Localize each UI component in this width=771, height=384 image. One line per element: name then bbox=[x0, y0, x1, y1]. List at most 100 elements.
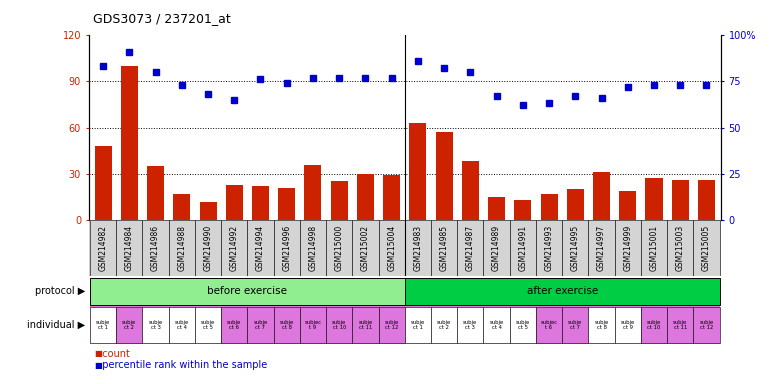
Bar bbox=[510, 220, 536, 276]
Bar bbox=[641, 307, 667, 343]
Bar bbox=[274, 220, 300, 276]
Text: GSM214987: GSM214987 bbox=[466, 225, 475, 271]
Text: subje
ct 7: subje ct 7 bbox=[568, 319, 582, 330]
Text: GSM214985: GSM214985 bbox=[439, 225, 449, 271]
Bar bbox=[614, 220, 641, 276]
Text: subje
ct 5: subje ct 5 bbox=[516, 319, 530, 330]
Bar bbox=[90, 278, 405, 305]
Text: subje
ct 12: subje ct 12 bbox=[385, 319, 399, 330]
Bar bbox=[405, 278, 719, 305]
Text: subje
ct 2: subje ct 2 bbox=[437, 319, 451, 330]
Text: subje
ct 9: subje ct 9 bbox=[621, 319, 635, 330]
Bar bbox=[593, 172, 610, 220]
Text: subje
ct 5: subje ct 5 bbox=[201, 319, 215, 330]
Text: subje
ct 4: subje ct 4 bbox=[175, 319, 189, 330]
Bar bbox=[567, 189, 584, 220]
Bar bbox=[383, 175, 400, 220]
Bar bbox=[405, 220, 431, 276]
Bar bbox=[483, 307, 510, 343]
Bar bbox=[169, 307, 195, 343]
Bar bbox=[173, 194, 190, 220]
Bar bbox=[693, 220, 719, 276]
Bar bbox=[379, 307, 405, 343]
Text: individual ▶: individual ▶ bbox=[27, 320, 85, 330]
Bar bbox=[221, 307, 247, 343]
Bar bbox=[562, 220, 588, 276]
Bar bbox=[195, 220, 221, 276]
Bar bbox=[588, 220, 614, 276]
Bar bbox=[431, 307, 457, 343]
Bar bbox=[483, 220, 510, 276]
Bar bbox=[698, 180, 715, 220]
Text: ■: ■ bbox=[94, 361, 102, 370]
Bar bbox=[300, 307, 326, 343]
Bar bbox=[247, 220, 274, 276]
Bar bbox=[357, 174, 374, 220]
Bar bbox=[614, 307, 641, 343]
Bar bbox=[488, 197, 505, 220]
Text: subje
ct 2: subje ct 2 bbox=[122, 319, 136, 330]
Bar bbox=[510, 307, 536, 343]
Bar bbox=[274, 307, 300, 343]
Bar bbox=[305, 164, 322, 220]
Bar bbox=[641, 220, 667, 276]
Text: GSM214998: GSM214998 bbox=[308, 225, 318, 271]
Text: GSM214986: GSM214986 bbox=[151, 225, 160, 271]
Text: GSM214989: GSM214989 bbox=[492, 225, 501, 271]
Text: before exercise: before exercise bbox=[207, 286, 288, 296]
Text: GSM214988: GSM214988 bbox=[177, 225, 187, 271]
Bar bbox=[116, 307, 143, 343]
Bar bbox=[326, 220, 352, 276]
Text: subje
ct 12: subje ct 12 bbox=[699, 319, 714, 330]
Bar bbox=[300, 220, 326, 276]
Bar bbox=[645, 179, 662, 220]
Bar bbox=[672, 180, 689, 220]
Bar bbox=[95, 146, 112, 220]
Text: subje
ct 3: subje ct 3 bbox=[463, 319, 477, 330]
Bar bbox=[562, 307, 588, 343]
Text: GSM214992: GSM214992 bbox=[230, 225, 239, 271]
Text: subje
ct 8: subje ct 8 bbox=[280, 319, 294, 330]
Text: GSM215004: GSM215004 bbox=[387, 225, 396, 271]
Text: subje
ct 1: subje ct 1 bbox=[411, 319, 425, 330]
Text: subje
ct 11: subje ct 11 bbox=[673, 319, 688, 330]
Bar bbox=[693, 307, 719, 343]
Bar bbox=[278, 188, 295, 220]
Bar bbox=[331, 182, 348, 220]
Bar bbox=[116, 220, 143, 276]
Text: subje
ct 10: subje ct 10 bbox=[647, 319, 661, 330]
Text: GSM214983: GSM214983 bbox=[413, 225, 423, 271]
Text: GSM214993: GSM214993 bbox=[544, 225, 554, 271]
Text: GSM215002: GSM215002 bbox=[361, 225, 370, 271]
Bar bbox=[462, 161, 479, 220]
Text: subjec
t 9: subjec t 9 bbox=[305, 319, 322, 330]
Bar bbox=[436, 132, 453, 220]
Text: subje
ct 7: subje ct 7 bbox=[254, 319, 268, 330]
Bar bbox=[352, 307, 379, 343]
Text: ■: ■ bbox=[94, 349, 102, 358]
Bar bbox=[540, 194, 557, 220]
Bar bbox=[588, 307, 614, 343]
Text: GSM214994: GSM214994 bbox=[256, 225, 265, 271]
Text: subjec
t 6: subjec t 6 bbox=[540, 319, 557, 330]
Bar bbox=[667, 307, 693, 343]
Bar bbox=[143, 220, 169, 276]
Bar bbox=[457, 220, 483, 276]
Text: subje
ct 6: subje ct 6 bbox=[227, 319, 241, 330]
Bar bbox=[431, 220, 457, 276]
Bar bbox=[247, 307, 274, 343]
Text: GSM215001: GSM215001 bbox=[649, 225, 658, 271]
Text: after exercise: after exercise bbox=[527, 286, 598, 296]
Text: subje
ct 11: subje ct 11 bbox=[359, 319, 372, 330]
Bar bbox=[405, 307, 431, 343]
Bar bbox=[352, 220, 379, 276]
Text: GSM214990: GSM214990 bbox=[204, 225, 213, 271]
Bar bbox=[90, 220, 116, 276]
Bar bbox=[326, 307, 352, 343]
Text: GSM215003: GSM215003 bbox=[675, 225, 685, 271]
Text: GSM214997: GSM214997 bbox=[597, 225, 606, 271]
Text: subje
ct 4: subje ct 4 bbox=[490, 319, 503, 330]
Text: GSM214984: GSM214984 bbox=[125, 225, 134, 271]
Text: GSM214996: GSM214996 bbox=[282, 225, 291, 271]
Text: subje
ct 10: subje ct 10 bbox=[332, 319, 346, 330]
